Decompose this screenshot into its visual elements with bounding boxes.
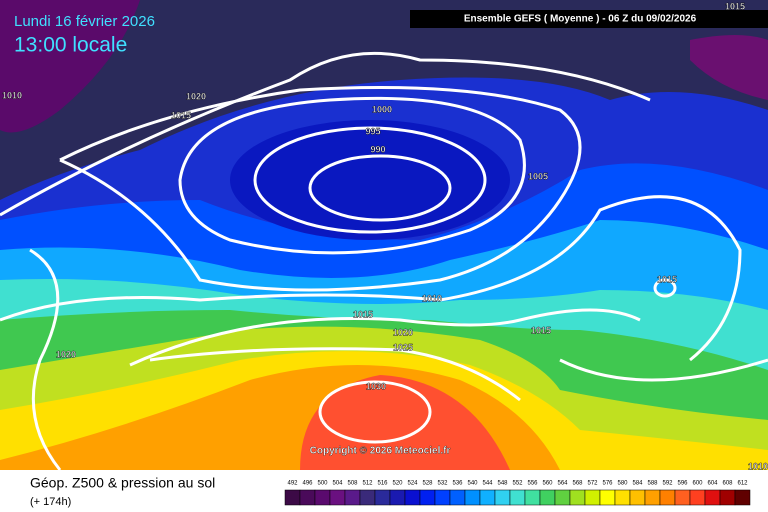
scale-label: 608 [722,481,733,487]
run-info: Ensemble GEFS ( Moyenne ) - 06 Z du 09/0… [464,14,697,25]
scale-label: 612 [737,481,748,487]
isobar-label: 1010 [2,90,22,100]
scale-label: 508 [347,481,358,487]
run-box [410,10,768,28]
scale-label: 536 [452,481,463,487]
scale-swatch [389,489,406,506]
date: Lundi 16 février 2026 [14,13,155,30]
isobar-labels: 1015 1010 1020 1015 1000 995 990 1005 1015 1010 10… [2,1,768,471]
scale-label: 516 [377,481,388,487]
scale-label: 492 [287,481,298,487]
band-red [300,375,510,470]
copyright: Copyright © 2026 Meteociel.fr [310,446,451,457]
scale-label: 592 [662,481,673,487]
scale-swatch [359,489,376,506]
color-scale: 492 496 500 504 508 512 516 520 524 528 532 536 540 5… [284,481,751,506]
isobar-label: 1005 [528,171,548,181]
scale-label: 572 [587,481,598,487]
scale-swatch [434,489,451,506]
isobar-label: 1030 [366,381,386,391]
scale-swatch [404,489,421,506]
legend-title: Géop. Z500 & pression au sol [30,475,215,491]
scale-swatch [554,489,571,506]
scale-swatch [689,489,706,506]
scale-label: 524 [407,481,418,487]
isobars [0,51,768,471]
scale-label: 532 [437,481,448,487]
scale-label: 560 [542,481,553,487]
scale-label: 496 [302,481,313,487]
scale-label: 540 [467,481,478,487]
scale-swatch [284,489,301,506]
isobar-label: 1015 [725,1,745,11]
scale-swatch [299,489,316,506]
scale-swatch [314,489,331,506]
scale-swatch [644,489,661,506]
scale-swatch [509,489,526,506]
scale-label: 556 [527,481,538,487]
isobar-label: 1015 [657,274,677,284]
scale-swatch [569,489,586,506]
scale-swatch [539,489,556,506]
scale-swatch [629,489,646,506]
scale-swatch [479,489,496,506]
scale-label: 588 [647,481,658,487]
scale-label: 528 [422,481,433,487]
scale-label: 580 [617,481,628,487]
scale-swatch [584,489,601,506]
scale-swatch [329,489,346,506]
scale-swatch [419,489,436,506]
scale-label: 512 [362,481,373,487]
isobar-label: 1020 [56,349,76,359]
time: 13:00 locale [14,34,127,57]
scale-swatch [614,489,631,506]
isobar-label: 1020 [186,91,206,101]
scale-label: 504 [332,481,343,487]
scale-label: 520 [392,481,403,487]
low-core [230,120,510,240]
scale-swatch [449,489,466,506]
legend-lead: (+ 174h) [30,496,71,508]
isobar-label: 1000 [372,104,392,114]
scale-label: 544 [482,481,493,487]
scale-swatch [704,489,721,506]
isobar-label: 1015 [353,309,373,319]
isobar-label: 995 [365,126,380,136]
scale-label: 500 [317,481,328,487]
isobar-label: 1025 [393,342,413,352]
scale-swatch [599,489,616,506]
isobar-label: 1015 [171,110,191,120]
scale-label: 548 [497,481,508,487]
scale-label: 552 [512,481,523,487]
isobar-label: 1020 [393,327,413,337]
isobar-label: 1015 [531,325,551,335]
scale-swatch [374,489,391,506]
scale-label: 584 [632,481,643,487]
scale-label: 604 [707,481,718,487]
scale-swatch [674,489,691,506]
scale-swatch [524,489,541,506]
isobar-label: 990 [370,144,385,154]
scale-swatch [464,489,481,506]
scale-label: 600 [692,481,703,487]
scale-swatch [494,489,511,506]
scale-swatch [719,489,736,506]
isobar-label: 1010 [748,461,768,471]
scale-label: 564 [557,481,568,487]
band-purple-east [690,35,768,100]
scale-swatch [734,489,751,506]
scale-swatch [659,489,676,506]
scale-label: 596 [677,481,688,487]
scale-label: 576 [602,481,613,487]
isobar-label: 1010 [422,293,442,303]
band-purple [0,0,140,133]
scale-label: 568 [572,481,583,487]
scale-swatch [344,489,361,506]
